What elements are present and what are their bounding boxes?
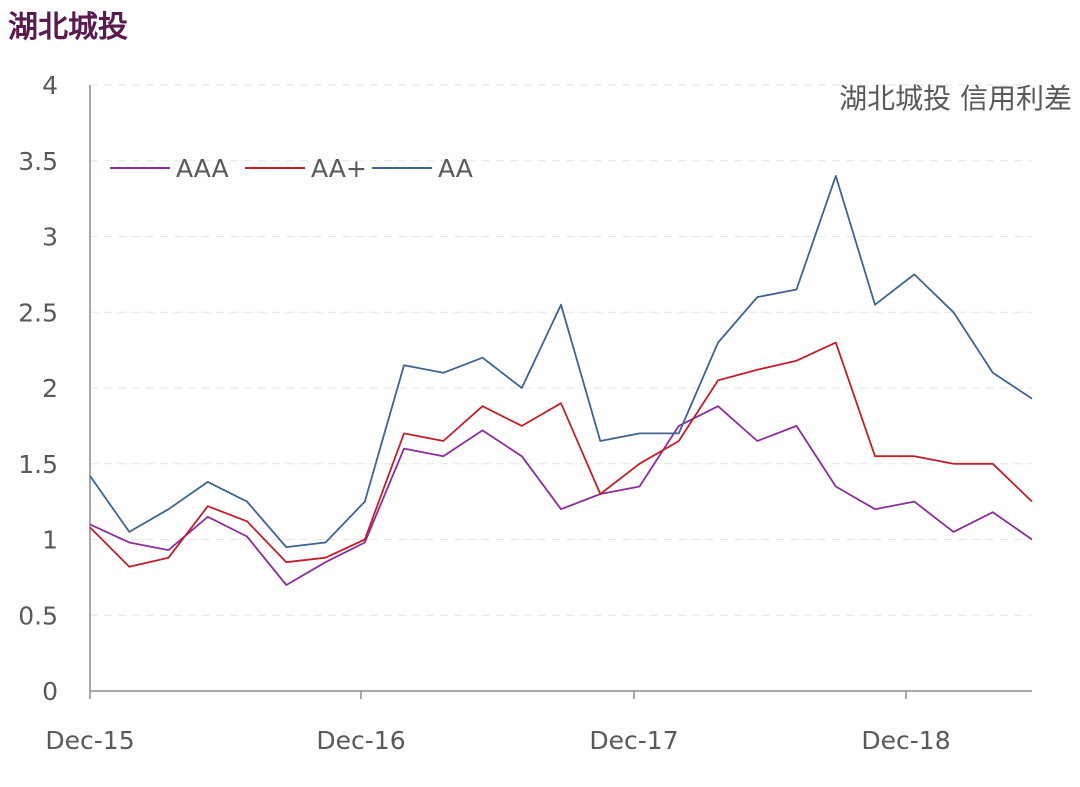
legend-label: AA xyxy=(438,154,473,183)
legend-label: AAA xyxy=(176,154,229,183)
series-line-aaplus xyxy=(89,341,1033,568)
legend-label: AA+ xyxy=(311,154,367,183)
gridlines xyxy=(90,84,1032,616)
x-tick-label: Dec-17 xyxy=(589,726,678,755)
x-tick-label: Dec-18 xyxy=(861,726,950,755)
series-line-aa xyxy=(89,174,1033,548)
series-line-aaa xyxy=(89,405,1033,586)
y-tick-label: 4 xyxy=(42,71,58,100)
series-lines xyxy=(89,174,1033,586)
x-tick-label: Dec-16 xyxy=(316,726,405,755)
y-tick-label: 0.5 xyxy=(18,601,58,630)
page-title: 湖北城投 xyxy=(8,10,128,45)
x-tick-label: Dec-15 xyxy=(45,726,134,755)
y-tick-label: 1.5 xyxy=(18,450,58,479)
y-tick-label: 3.5 xyxy=(18,147,58,176)
chart-title: 湖北城投 信用利差 xyxy=(839,82,1072,115)
y-tick-label: 1 xyxy=(42,526,58,555)
y-tick-label: 2 xyxy=(42,374,58,403)
y-tick-label: 2.5 xyxy=(18,298,58,327)
y-tick-label: 3 xyxy=(42,223,58,252)
x-tick-labels: Dec-15 Dec-16 Dec-17 Dec-18 xyxy=(45,726,950,755)
y-tick-labels: 0 0.5 1 1.5 2 2.5 3 3.5 4 xyxy=(18,71,58,706)
y-tick-label: 0 xyxy=(42,677,58,706)
legend: AAA AA+ AA xyxy=(110,154,473,183)
axes xyxy=(89,85,1032,699)
